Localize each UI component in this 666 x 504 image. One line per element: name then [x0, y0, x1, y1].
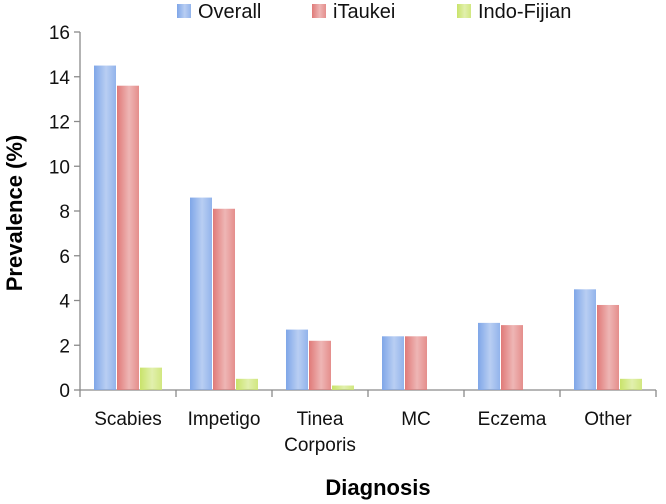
x-tick-label: Tinea Corporis: [284, 409, 356, 456]
bar-indo-fijian-tinea-corporis: [332, 385, 354, 390]
bar-itaukei-impetigo: [213, 208, 235, 390]
y-axis-title: Prevalence (%): [2, 135, 27, 292]
bar-overall-eczema: [478, 322, 500, 390]
bar-indo-fijian-scabies: [140, 367, 162, 390]
y-tick-label: 14: [49, 68, 71, 89]
bar-overall-scabies: [94, 65, 116, 390]
bar-itaukei-scabies: [117, 85, 139, 390]
y-tick-label: 8: [59, 202, 70, 223]
legend-swatch-itaukei: [312, 4, 326, 18]
y-tick-label: 12: [49, 113, 70, 134]
bar-itaukei-tinea-corporis: [309, 340, 331, 390]
x-tick-label: Other: [584, 409, 632, 430]
x-tick-label: MC: [401, 409, 431, 430]
y-axis: 0 2 4 6 8 10 12 14 16: [49, 23, 81, 402]
legend-swatch-indo-fijian: [457, 4, 471, 18]
legend-label-overall: Overall: [198, 1, 261, 23]
bar-overall-mc: [382, 336, 404, 390]
legend-label-indo-fijian: Indo-Fijian: [478, 1, 571, 23]
y-tick-label: 4: [59, 292, 70, 313]
y-tick-label: 16: [49, 23, 70, 44]
y-tick-label: 2: [59, 336, 70, 357]
legend: Overall iTaukei Indo-Fijian: [177, 1, 571, 23]
bar-indo-fijian-impetigo: [236, 378, 258, 390]
legend-swatch-overall: [177, 4, 191, 18]
x-tick-label: Eczema: [478, 409, 547, 430]
x-axis-title: Diagnosis: [325, 475, 430, 500]
y-tick-label: 10: [49, 157, 70, 178]
bar-overall-other: [574, 289, 596, 390]
bar-itaukei-eczema: [501, 325, 523, 390]
y-tick-label: 6: [59, 247, 70, 268]
y-tick-label: 0: [59, 381, 70, 402]
bar-itaukei-mc: [405, 336, 427, 390]
x-axis: Scabies Impetigo Tinea Corporis MC Eczema Othe…: [79, 389, 657, 456]
bar-overall-tinea-corporis: [286, 329, 308, 390]
x-tick-label: Impetigo: [188, 409, 261, 430]
bar-indo-fijian-other: [620, 378, 642, 390]
x-tick-label: Scabies: [94, 409, 162, 430]
bar-overall-impetigo: [190, 197, 212, 390]
bar-itaukei-other: [597, 304, 619, 390]
bars: [94, 65, 642, 390]
legend-label-itaukei: iTaukei: [333, 1, 395, 23]
